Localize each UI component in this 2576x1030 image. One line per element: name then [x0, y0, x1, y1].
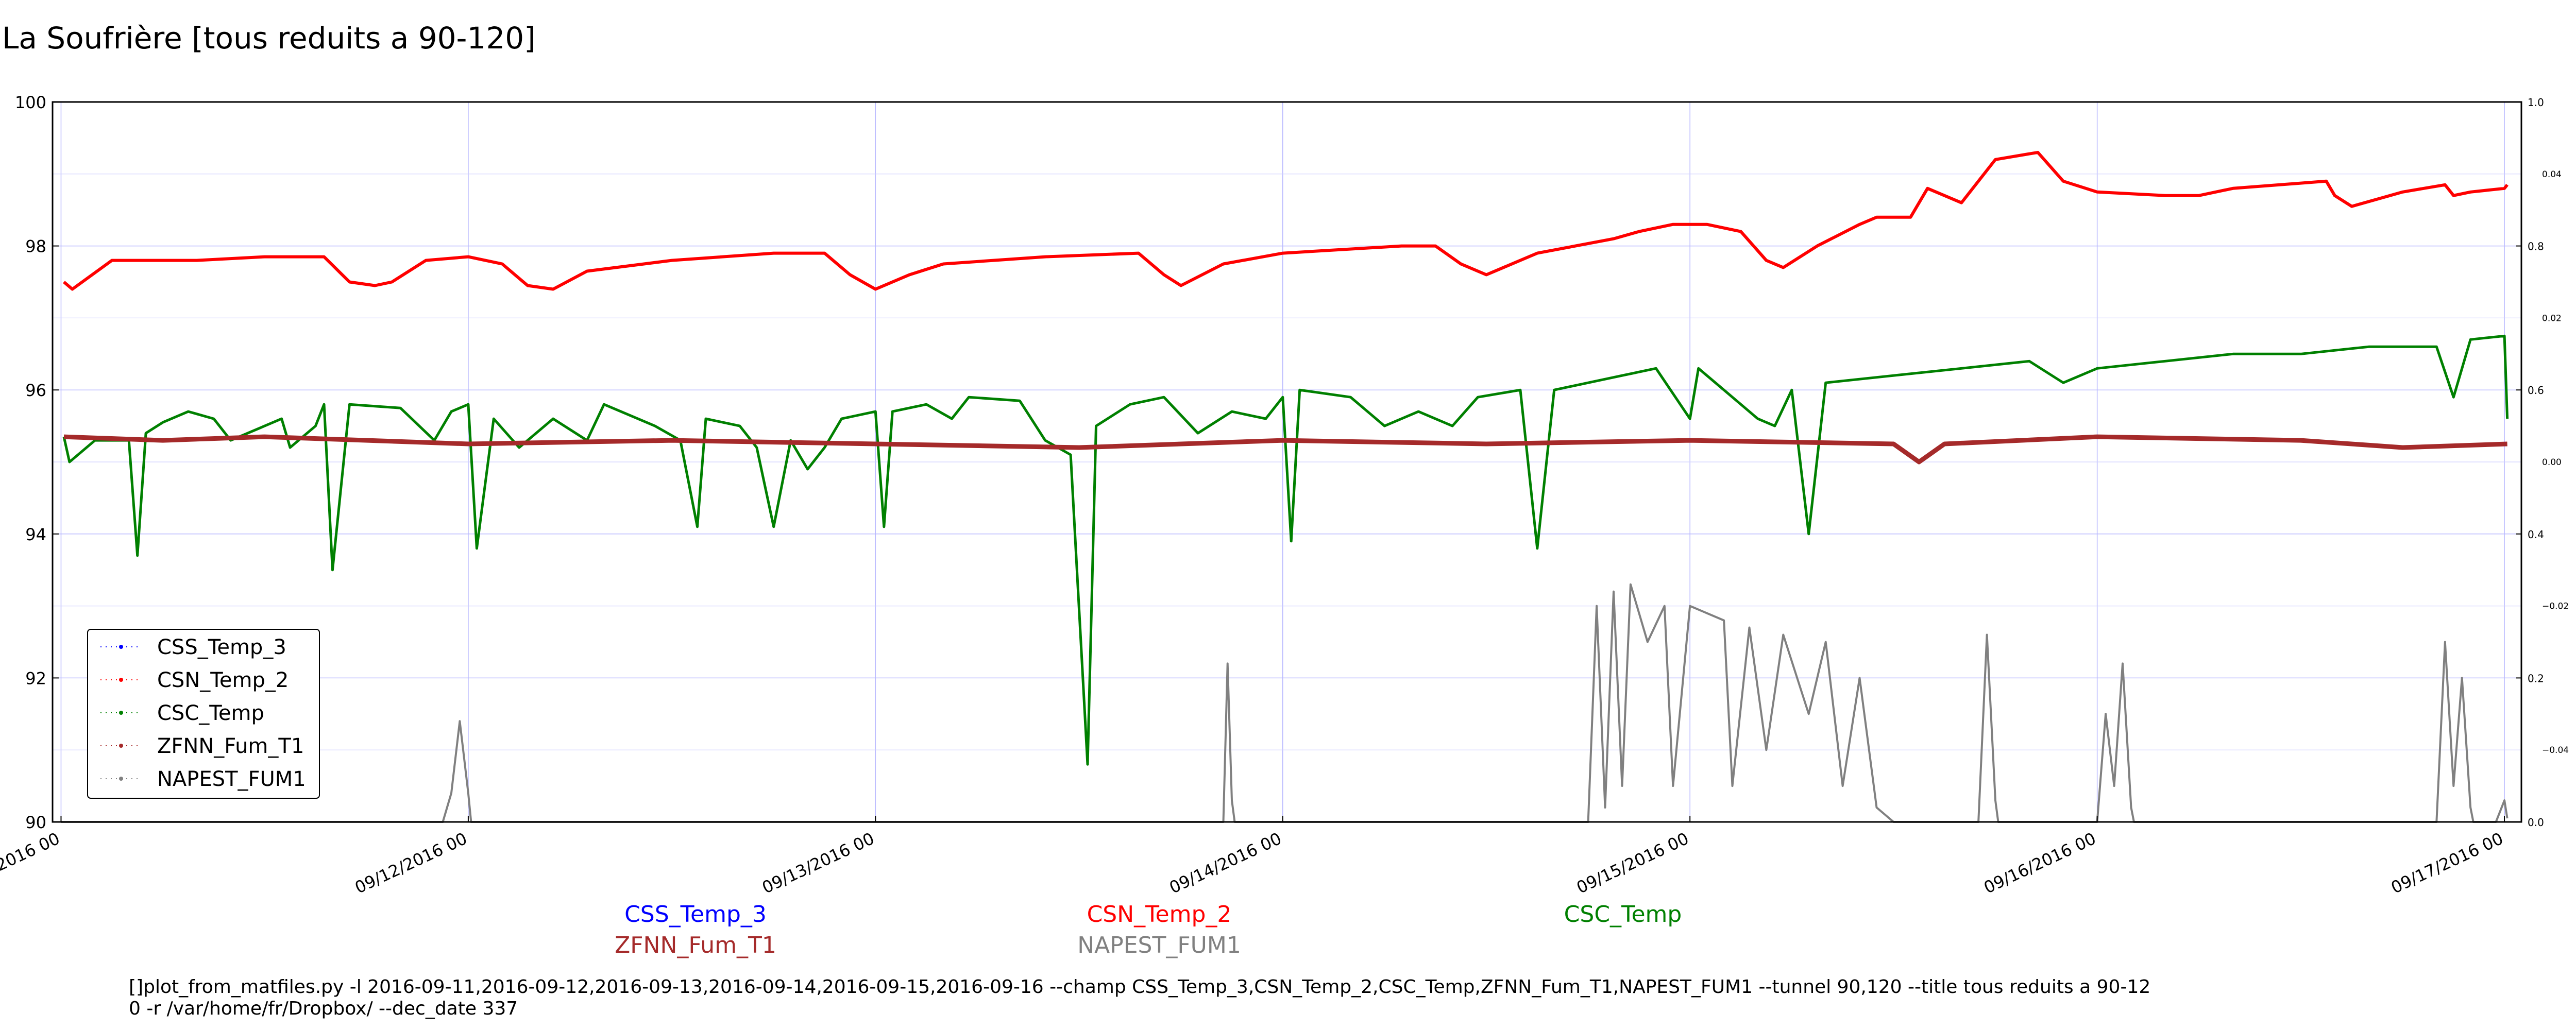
y-tick-label-right-inner: −0.04	[2542, 745, 2569, 756]
command-line-text: []plot_from_matfiles.py -l 2016-09-11,20…	[129, 976, 2151, 1019]
plot-frame	[52, 101, 2522, 823]
y-tick-label-right-inner: 0.00	[2542, 457, 2562, 468]
y-tick-label-right-outer: 1.0	[2528, 96, 2544, 109]
bottom-label-css-temp-3: CSS_Temp_3	[624, 901, 767, 928]
legend-marker	[119, 645, 123, 649]
legend-marker	[119, 744, 123, 748]
x-tick-label: 09/12/2016 00	[352, 829, 470, 898]
legend-entry: CSS_Temp_3	[157, 636, 286, 659]
bottom-label-csn-temp-2: CSN_Temp_2	[1087, 901, 1232, 928]
legend-box	[87, 629, 320, 799]
x-tick-label: 09/16/2016 00	[1981, 829, 2099, 898]
bottom-label-zfnn-fum-t1: ZFNN_Fum_T1	[615, 932, 776, 958]
y-tick-label-right-outer: 0.6	[2528, 384, 2544, 397]
legend-entry: CSC_Temp	[157, 701, 264, 725]
y-tick-label-right-inner: −0.02	[2542, 602, 2569, 612]
series-line-csc-temp	[62, 334, 2509, 766]
bottom-label-napest-fum1: NAPEST_FUM1	[1077, 932, 1241, 958]
y-tick-label-left: 98	[25, 237, 46, 256]
y-tick-label-right-outer: 0.2	[2528, 672, 2544, 684]
y-tick-label-right-outer: 0.8	[2528, 241, 2544, 253]
x-tick-label: 09/13/2016 00	[759, 829, 877, 898]
legend-marker	[119, 678, 123, 682]
y-tick-label-right-inner: 0.02	[2542, 313, 2562, 323]
series-line-napest-fum1	[61, 583, 2509, 823]
page-title: La Soufrière [tous reduits a 90-120]	[2, 21, 536, 56]
legend-entry: CSN_Temp_2	[157, 668, 289, 692]
chart: 09/11/2016 00 09/12/2016 00 09/13/2016 00 0…	[0, 93, 2569, 898]
x-tick-label: 09/15/2016 00	[1573, 829, 1691, 898]
y-tick-label-right-inner: 0.04	[2542, 169, 2562, 180]
y-tick-label-left: 90	[25, 813, 46, 832]
y-tick-label-left: 92	[25, 668, 46, 688]
series-line-zfnn-fum-t1	[63, 434, 2507, 465]
bottom-label-csc-temp: CSC_Temp	[1564, 901, 1682, 928]
legend-entry: ZFNN_Fum_T1	[157, 734, 304, 758]
x-tick-label: 09/17/2016 00	[2388, 829, 2506, 898]
series-layer	[61, 150, 2509, 823]
legend-entry: NAPEST_FUM1	[157, 767, 306, 791]
x-tick-label: 09/11/2016 00	[0, 829, 63, 898]
series-line-csn-temp-2	[63, 150, 2509, 291]
y-tick-label-left: 94	[25, 525, 46, 544]
axes: 09/11/2016 00 09/12/2016 00 09/13/2016 00 0…	[0, 93, 2569, 898]
y-tick-label-left: 96	[25, 381, 46, 400]
x-tick-label: 09/14/2016 00	[1166, 829, 1284, 898]
y-tick-label-right-outer: 0.0	[2528, 816, 2544, 829]
y-tick-label-right-outer: 0.4	[2528, 528, 2544, 541]
legend-marker	[119, 777, 123, 781]
legend: CSS_Temp_3 CSN_Temp_2 CSC_Temp ZFNN_Fum_T1 N…	[87, 629, 320, 799]
legend-marker	[119, 711, 123, 715]
y-tick-label-left: 100	[15, 93, 46, 112]
